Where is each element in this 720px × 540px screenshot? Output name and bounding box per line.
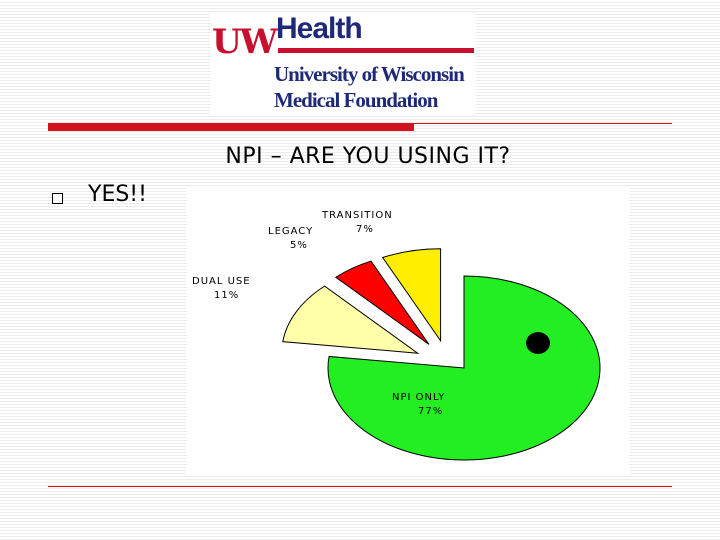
- slice-label-npi-only: NPI ONLY: [392, 392, 445, 403]
- header-red-rule: [48, 123, 414, 131]
- pie-slice-transition: [381, 248, 442, 343]
- logo-uw-text: UW: [212, 22, 278, 62]
- slice-label-legacy: LEGACY: [268, 226, 313, 237]
- logo-university-line: University of Wisconsin: [274, 62, 465, 86]
- logo-health-text: Health: [276, 12, 363, 45]
- bullet-square-icon: [52, 193, 63, 204]
- footer-thin-rule: [48, 486, 672, 487]
- pie-slice-npi-only: [327, 275, 601, 461]
- slide-title: NPI – ARE YOU USING IT?: [225, 144, 511, 169]
- slice-percent-npi-only: 77%: [418, 406, 443, 417]
- uw-health-logo: UW Health University of Wisconsin Medica…: [210, 12, 476, 114]
- slice-label-transition: TRANSITION: [321, 210, 393, 221]
- pie-chart-panel: NPI ONLY 77% DUAL USE 11% LEGACY 5% TRANSITION…: [186, 186, 630, 474]
- slice-percent-dual-use: 11%: [214, 290, 239, 301]
- header-thin-rule: [414, 123, 672, 124]
- logo-red-bar: [278, 48, 474, 53]
- slice-percent-transition: 7%: [356, 224, 374, 235]
- logo-foundation-line: Medical Foundation: [274, 88, 438, 112]
- slice-percent-legacy: 5%: [290, 240, 308, 251]
- black-dot-marker: [526, 332, 550, 354]
- pie-slice-dual-use: [282, 285, 420, 354]
- pie-slice-legacy: [334, 260, 430, 345]
- pie-chart: NPI ONLY 77% DUAL USE 11% LEGACY 5% TRANSITION…: [192, 210, 601, 461]
- bullet-text: YES!!: [88, 182, 147, 207]
- slice-label-dual-use: DUAL USE: [192, 276, 251, 287]
